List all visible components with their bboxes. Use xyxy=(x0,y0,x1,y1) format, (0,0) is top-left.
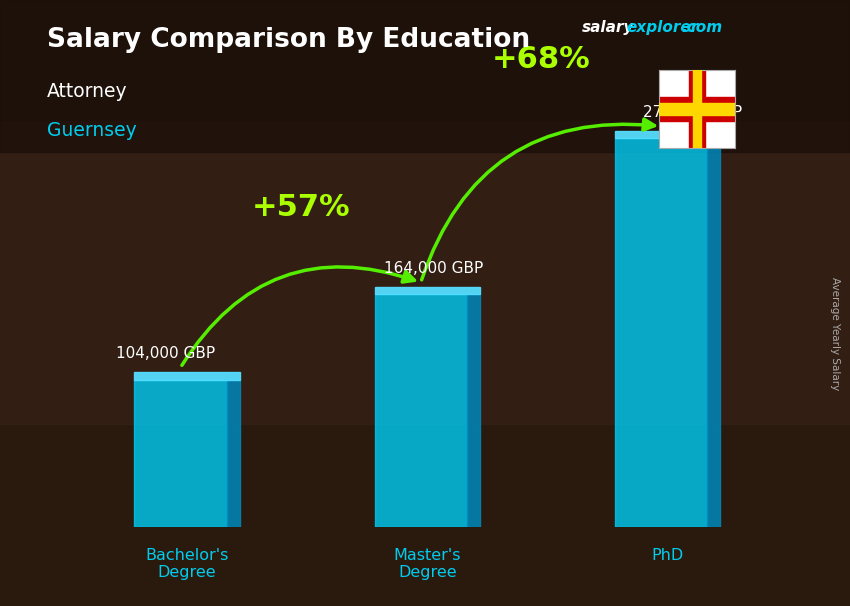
Text: +68%: +68% xyxy=(491,45,590,75)
Bar xyxy=(375,287,480,295)
Bar xyxy=(227,379,240,527)
Text: Salary Comparison By Education: Salary Comparison By Education xyxy=(47,27,530,53)
Text: Attorney: Attorney xyxy=(47,82,128,101)
Bar xyxy=(467,295,480,527)
Bar xyxy=(693,70,700,148)
Text: .com: .com xyxy=(682,20,722,35)
Bar xyxy=(659,103,735,115)
Text: Guernsey: Guernsey xyxy=(47,121,137,140)
Text: +57%: +57% xyxy=(252,193,350,222)
Bar xyxy=(615,131,720,138)
Text: 164,000 GBP: 164,000 GBP xyxy=(383,261,483,276)
Bar xyxy=(0,0,850,152)
Bar xyxy=(134,379,227,527)
Bar xyxy=(707,138,720,527)
Text: salary: salary xyxy=(582,20,635,35)
Text: Average Yearly Salary: Average Yearly Salary xyxy=(830,277,840,390)
Bar xyxy=(134,372,240,379)
Text: 274,000 GBP: 274,000 GBP xyxy=(643,105,742,120)
Text: 104,000 GBP: 104,000 GBP xyxy=(116,346,215,361)
Text: PhD: PhD xyxy=(651,548,683,563)
Bar xyxy=(689,70,705,148)
Bar xyxy=(375,295,467,527)
Bar xyxy=(0,121,850,424)
Text: explorer: explorer xyxy=(626,20,699,35)
Text: Bachelor's
Degree: Bachelor's Degree xyxy=(145,548,229,580)
Bar xyxy=(615,138,707,527)
Text: Master's
Degree: Master's Degree xyxy=(394,548,461,580)
Bar xyxy=(659,97,735,121)
